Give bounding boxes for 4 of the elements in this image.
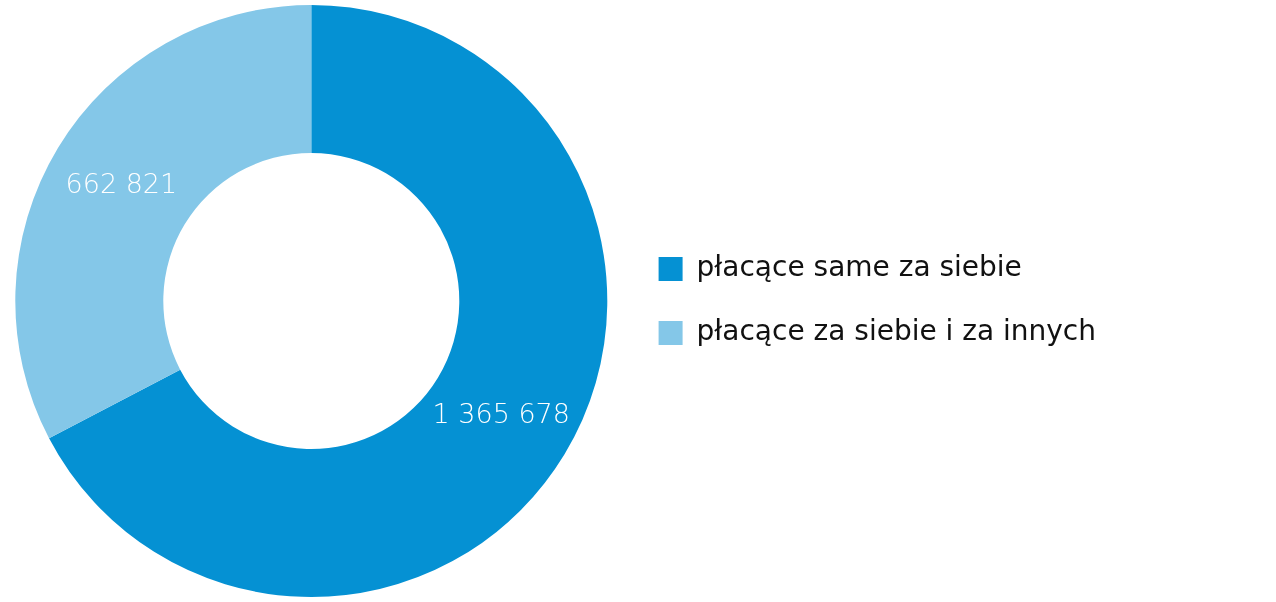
data-label: 662 821 (65, 168, 178, 200)
legend-label: płacące za siebie i za innych (696, 314, 1097, 348)
data-label: 1 365 678 (432, 397, 570, 429)
legend-label: płacące same za siebie (696, 250, 1022, 284)
